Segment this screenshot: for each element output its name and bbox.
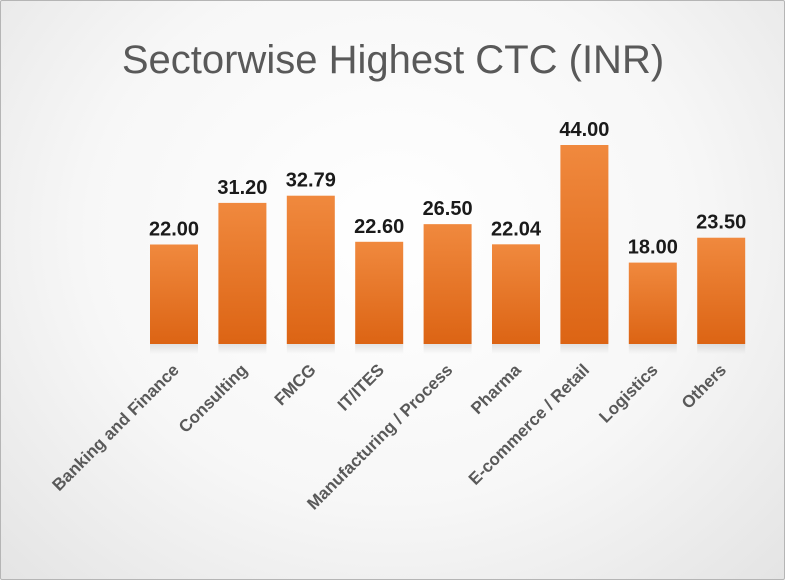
bars-layer xyxy=(150,145,746,354)
category-label: Logistics xyxy=(595,360,661,426)
category-label: E-commerce / Retail xyxy=(465,360,593,488)
bar xyxy=(697,237,746,344)
bar-shadow xyxy=(355,344,404,354)
data-label: 22.04 xyxy=(491,218,542,240)
category-label: Others xyxy=(678,360,730,412)
value-labels-layer: 22.00 31.20 32.79 22.60 26.50 22.04 44.00 18.00… xyxy=(149,119,746,259)
bar-shadow xyxy=(492,344,540,354)
category-label: FMCG xyxy=(271,360,320,409)
data-label: 18.00 xyxy=(628,237,678,259)
bar xyxy=(492,244,540,344)
data-label: 44.00 xyxy=(559,119,609,141)
data-label: 22.00 xyxy=(149,219,199,241)
data-label: 31.20 xyxy=(217,177,267,199)
bar-shadow xyxy=(218,344,267,354)
bar xyxy=(628,262,677,344)
data-label: 26.50 xyxy=(423,198,473,220)
bar xyxy=(150,244,198,344)
bar xyxy=(355,241,404,344)
category-label: IT/ITES xyxy=(334,360,388,414)
bar xyxy=(423,224,472,344)
bar-shadow xyxy=(628,344,677,354)
bar xyxy=(218,202,267,344)
bar-shadow xyxy=(560,344,609,354)
data-label: 32.79 xyxy=(286,170,336,192)
bar xyxy=(286,195,335,344)
data-label: 23.50 xyxy=(696,212,746,234)
category-label: Consulting xyxy=(175,360,251,436)
category-label: Pharma xyxy=(467,360,525,418)
bar-shadow xyxy=(286,344,335,354)
bar xyxy=(560,145,609,344)
bar-shadow xyxy=(150,344,198,354)
category-label: Manufacturing / Process xyxy=(303,360,456,513)
chart-title: Sectorwise Highest CTC (INR) xyxy=(122,38,664,82)
category-label: Banking and Finance xyxy=(48,360,182,494)
bar-shadow xyxy=(697,344,746,354)
bar-shadow xyxy=(423,344,472,354)
data-label: 22.60 xyxy=(354,216,404,238)
